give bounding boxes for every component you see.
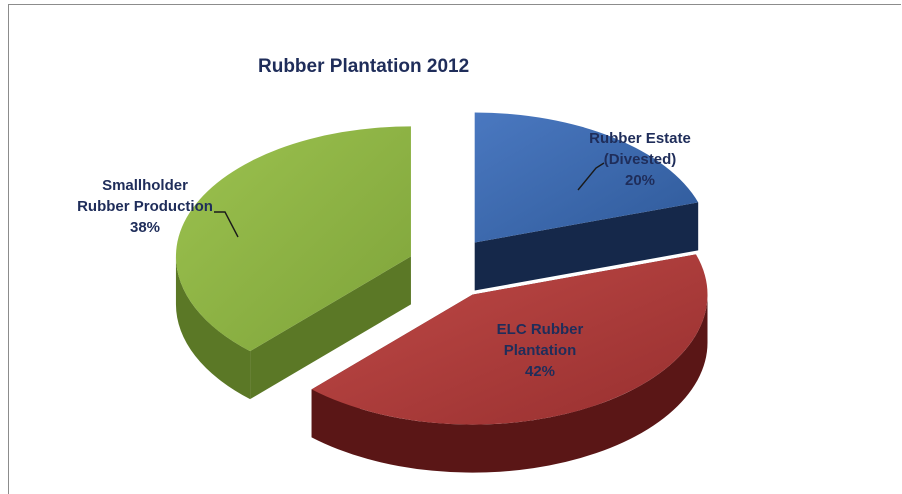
slice-label-line: Rubber Production bbox=[77, 198, 213, 215]
slice-side-2 bbox=[175, 256, 251, 400]
slice-label-line: 42% bbox=[525, 363, 555, 380]
pie-slice-0[interactable] bbox=[474, 112, 699, 243]
slice-label-line: ELC Rubber bbox=[497, 321, 584, 338]
slice-label-line: (Divested) bbox=[604, 151, 677, 168]
leader-line-0 bbox=[577, 162, 605, 191]
slice-label-line: 20% bbox=[625, 172, 655, 189]
chart-title: Rubber Plantation 2012 bbox=[258, 56, 470, 77]
leader-line-2 bbox=[214, 211, 239, 238]
slice-side-1 bbox=[311, 294, 708, 473]
slice-label-line: Rubber Estate bbox=[589, 130, 691, 147]
slice-label-0: Rubber Estate (Divested) 20% bbox=[589, 130, 691, 189]
slice-wall-2 bbox=[250, 256, 411, 400]
slice-label-line: Plantation bbox=[504, 342, 577, 359]
pie-slice-2[interactable] bbox=[175, 126, 411, 352]
slice-wall-end-0 bbox=[474, 202, 699, 291]
slice-label-1: ELC Rubber Plantation 42% bbox=[497, 321, 584, 380]
slice-label-2: Smallholder Rubber Production 38% bbox=[77, 177, 213, 236]
pie-slice-1[interactable] bbox=[311, 254, 708, 425]
slice-label-line: 38% bbox=[130, 219, 160, 236]
slice-label-line: Smallholder bbox=[102, 177, 188, 194]
